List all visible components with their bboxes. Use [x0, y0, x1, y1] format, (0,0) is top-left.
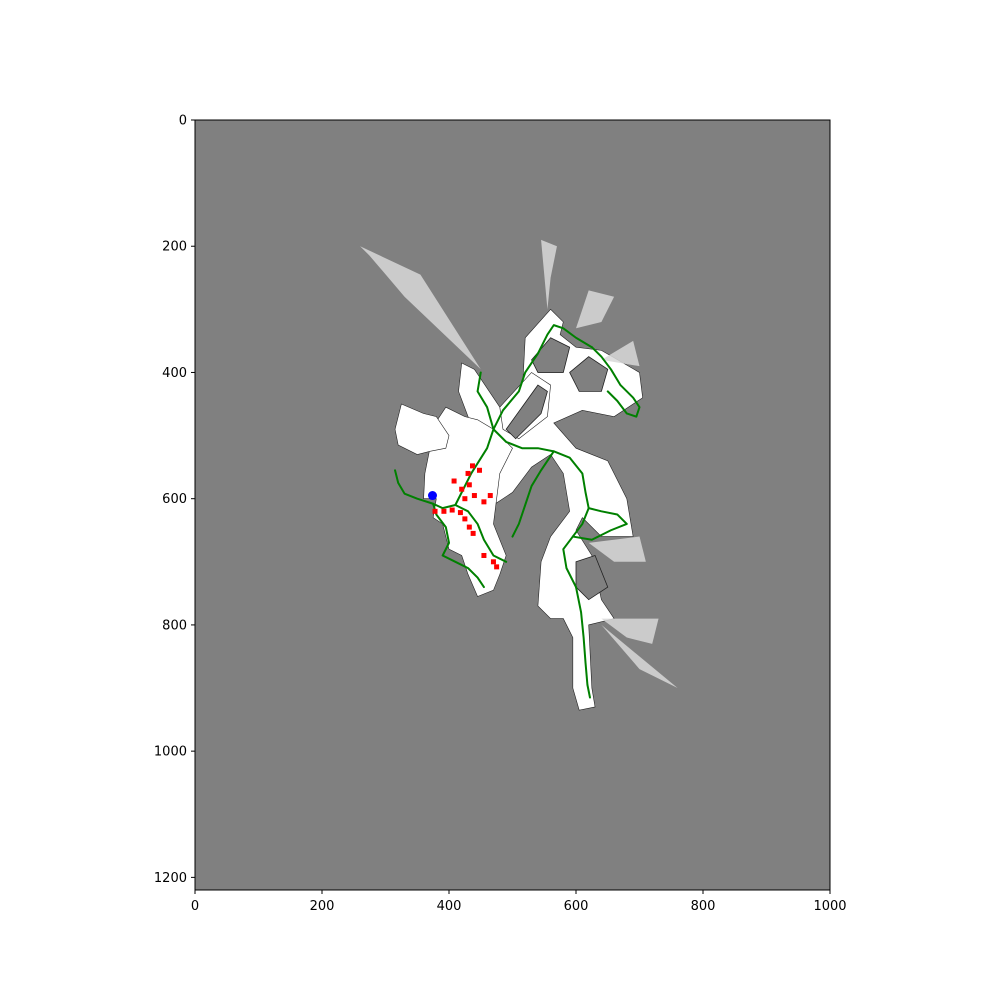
- trajectory-segment: [432, 502, 485, 589]
- free-space-region: [458, 308, 643, 711]
- obstacle-region: [569, 356, 609, 392]
- frontier-point: [470, 530, 476, 536]
- y-tick-label: 1200: [154, 871, 187, 886]
- unknown-space-background: [195, 120, 830, 890]
- trajectory-segment: [454, 504, 508, 563]
- x-tick-label: 1000: [813, 899, 846, 914]
- frontier-point: [471, 493, 477, 499]
- frontier-point: [449, 507, 455, 513]
- obstacle-region: [575, 554, 609, 601]
- frontier-point: [462, 496, 468, 502]
- x-tick-label: 400: [437, 899, 462, 914]
- robot-position-dot: [427, 491, 437, 501]
- x-tick-label: 800: [691, 899, 716, 914]
- frontier-point: [476, 467, 482, 473]
- frontier-point: [457, 510, 463, 516]
- y-tick-label: 1000: [154, 745, 187, 760]
- robot-trajectory: [394, 324, 641, 699]
- frontier-point: [487, 493, 493, 499]
- trajectory-segment: [394, 371, 495, 510]
- plot-axes: 0 200 400 600 800 1000 0 200 400 600 800 1000 1200: [154, 114, 847, 915]
- frontier-point: [462, 516, 468, 522]
- obstacle-region: [505, 384, 548, 440]
- frontier-point: [466, 524, 472, 530]
- frontier-point: [469, 463, 475, 469]
- sensor-ray-fan: [601, 624, 678, 689]
- frontier-points: [432, 463, 500, 570]
- frontier-point: [490, 559, 496, 565]
- x-tick-label: 0: [191, 899, 199, 914]
- sensor-ray-fan: [541, 239, 557, 310]
- sensor-ray-fan: [601, 340, 640, 367]
- trajectory-segment: [492, 324, 593, 431]
- trajectory-segment: [492, 428, 590, 589]
- y-axis-ticks: 0 200 400 600 800 1000 1200: [154, 114, 195, 886]
- sensor-ray-fan: [588, 536, 646, 562]
- robot-marker: [427, 491, 437, 501]
- x-tick-label: 600: [564, 899, 589, 914]
- sensor-ray-fan: [601, 618, 659, 644]
- frontier-point: [481, 552, 487, 558]
- explored-free-space: [360, 239, 678, 711]
- sensor-ray-fan: [360, 246, 481, 370]
- y-tick-label: 800: [162, 618, 187, 633]
- free-space-region: [394, 403, 450, 455]
- axes-frame: [194, 119, 831, 891]
- frontier-point: [459, 486, 465, 492]
- trajectory-segment: [571, 507, 628, 541]
- obstacle-region: [531, 337, 571, 373]
- frontier-point: [465, 470, 471, 476]
- x-axis-ticks: 0 200 400 600 800 1000: [191, 890, 847, 914]
- x-tick-label: 200: [310, 899, 335, 914]
- frontier-point: [466, 482, 472, 488]
- trajectory-segment: [590, 346, 641, 418]
- y-tick-label: 600: [162, 492, 187, 507]
- y-tick-label: 0: [179, 114, 187, 129]
- sensor-ray-fan: [576, 290, 615, 329]
- trajectory-segment: [575, 586, 591, 699]
- y-tick-label: 400: [162, 366, 187, 381]
- y-tick-label: 200: [162, 240, 187, 255]
- frontier-point: [451, 478, 457, 484]
- frontier-point: [494, 564, 500, 570]
- frontier-point: [441, 508, 447, 514]
- frontier-point: [481, 499, 487, 505]
- trajectory-segment: [511, 450, 555, 538]
- frontier-point: [432, 508, 438, 514]
